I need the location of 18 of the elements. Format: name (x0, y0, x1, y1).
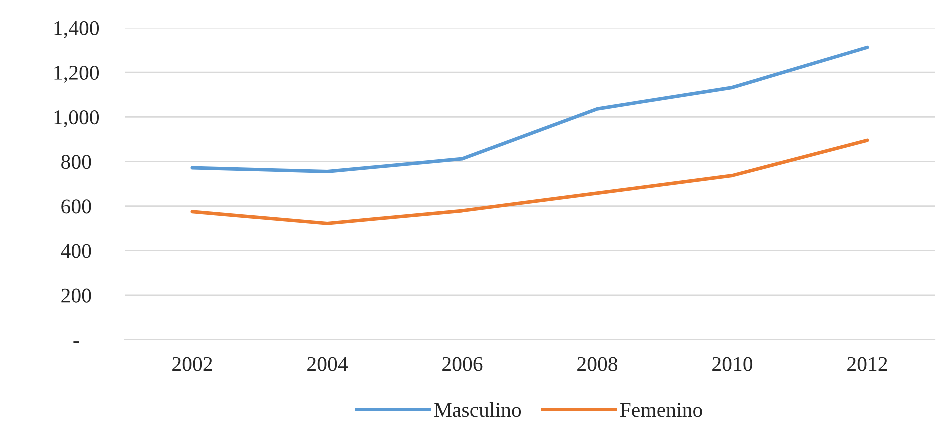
y-tick-label: 400 (61, 244, 92, 258)
x-tick-label: 2010 (712, 357, 753, 372)
x-tick-label: 2012 (848, 357, 888, 372)
line-series (190, 46, 870, 174)
y-tick-label: 200 (62, 288, 92, 303)
x-tick-label: 2004 (308, 357, 348, 372)
x-tick-label: 2008 (578, 357, 618, 372)
y-tick-label: 1,200 (54, 66, 100, 84)
x-tick-label: 2002 (172, 357, 212, 372)
y-tick-label: 600 (62, 200, 92, 214)
legend-label: Masculino (434, 402, 522, 418)
y-tick-label: 800 (62, 155, 92, 170)
y-tick-label: 1,000 (54, 110, 100, 128)
y-tick-label: 1,400 (54, 21, 100, 38)
legend-label: Femenino (620, 403, 702, 418)
y-tick-label: - (74, 342, 80, 344)
line-series (190, 138, 870, 226)
x-tick-label: 2006 (442, 357, 483, 372)
